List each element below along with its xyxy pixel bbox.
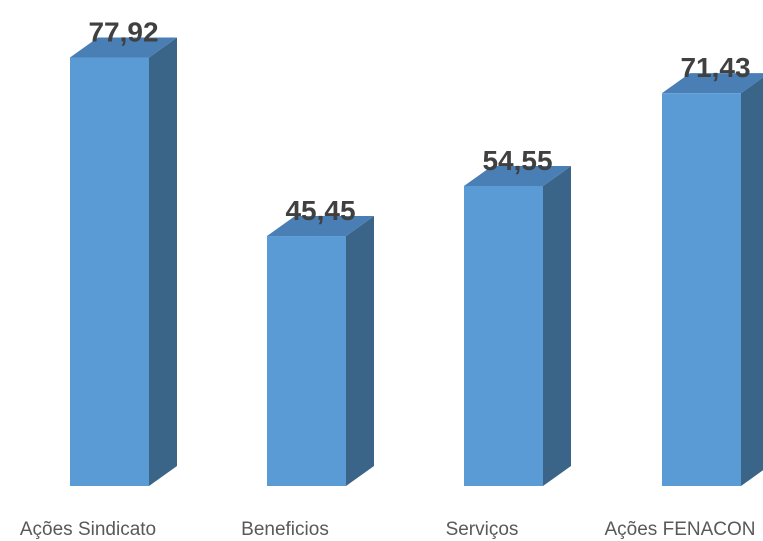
category-labels-group: Ações Sindicato Beneficios Serviços Ações F… [20, 519, 756, 540]
bar-top-3 [662, 73, 763, 94]
bar-2 [464, 185, 543, 486]
data-label-0: 77,92 [88, 16, 158, 47]
category-label-3: Ações FENACON [605, 519, 756, 540]
bar-side-2 [543, 165, 571, 486]
bar-1 [267, 236, 346, 486]
value-labels-group: 77,92 45,45 54,55 71,43 [88, 16, 750, 226]
bar-3 [662, 93, 741, 486]
bars-group [70, 37, 763, 486]
bar-side-1 [346, 216, 374, 486]
bar-top-2 [464, 165, 571, 186]
bar-side-0 [149, 37, 177, 486]
category-label-2: Serviços [446, 519, 519, 540]
category-label-1: Beneficios [241, 519, 329, 540]
data-label-3: 71,43 [680, 52, 750, 83]
data-label-1: 45,45 [285, 195, 355, 226]
bar-top-1 [267, 216, 374, 237]
bar-side-3 [741, 77, 763, 486]
category-label-0: Ações Sindicato [20, 519, 156, 540]
bar-top-0 [70, 37, 177, 58]
data-label-2: 54,55 [482, 145, 552, 176]
bar-0 [70, 57, 149, 486]
